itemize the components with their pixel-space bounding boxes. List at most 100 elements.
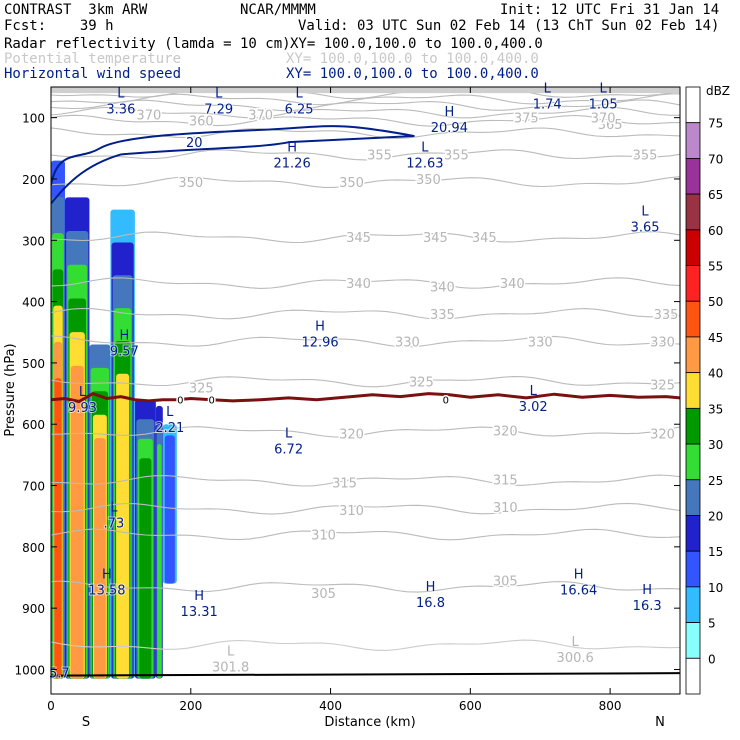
wind-contour-label-0: 20 (186, 136, 203, 151)
theta-label-17: 340 (430, 280, 455, 295)
refl-col4-dbz30 (139, 458, 152, 679)
colorbar: 0 5 10 15 20 25 30 35 40 45 50 55 60 65 70 75 (685, 86, 723, 695)
wind-extremum-type-11: L (79, 385, 87, 400)
theta-line-16 (51, 528, 680, 541)
wind-extremum-value-20: 16.3 (633, 599, 662, 614)
wind-extremum-value-10: 9.57 (110, 345, 139, 360)
theta-label-27: 320 (493, 424, 518, 439)
refl-col3-dbz35 (116, 373, 130, 679)
wind-extremum-value-15: .73 (104, 516, 125, 531)
y-tick-label-4: 500 (22, 357, 45, 371)
wind-extremum-type-13: L (166, 405, 174, 420)
upper-theta-band (51, 87, 680, 94)
plot-frame (50, 86, 681, 695)
theta-extremum-type-0: L (227, 644, 235, 659)
axes: 0 200 400 600 800100200300400500600700800900… (14, 86, 681, 713)
wind-extremum-type-0: L (117, 86, 125, 101)
colorbar-bin-16 (685, 657, 701, 695)
theta-label-4: 355 (444, 148, 469, 163)
x-tick-label-2: 400 (319, 699, 342, 713)
wind-extremum-value-8: 3.65 (631, 221, 660, 236)
theta-label-11: 360 (189, 115, 214, 130)
x-tick-label-4: 800 (599, 699, 622, 713)
field-wind: Horizontal wind speed (4, 66, 182, 82)
x-tick-label-0: 0 (47, 699, 55, 713)
south-endpoint: S (82, 715, 90, 730)
colorbar-level-25: 25 (708, 474, 723, 488)
y-tick-label-8: 900 (22, 602, 45, 616)
theta-label-25: 325 (189, 381, 214, 396)
theta-line-12 (51, 376, 680, 388)
refl-col5-dbz25 (157, 444, 162, 679)
colorbar-level-10: 10 (708, 581, 723, 595)
wind-extremum-type-6: H (287, 140, 297, 155)
wind-extremum-type-3: L (544, 81, 552, 96)
colorbar-bin-10 (685, 443, 701, 481)
theta-label-30: 315 (493, 473, 518, 488)
field-reflectivity: Radar reflectivity (lamda = 10 cm) (4, 36, 291, 52)
surface-line (51, 672, 680, 677)
wind-extremum-type-4: L (599, 81, 607, 96)
colorbar-bin-1 (685, 122, 701, 159)
theta-label-34: 305 (311, 587, 336, 602)
wind-extremum-type-14: L (285, 427, 293, 442)
wind-extremum-type-20: H (642, 583, 652, 598)
theta-line-14 (51, 474, 680, 487)
theta-line-7 (51, 176, 680, 188)
theta-label-13: 345 (423, 231, 448, 246)
wind-extremum-value-19: 16.64 (560, 584, 597, 599)
colorbar-level-40: 40 (708, 367, 723, 381)
theta-line-17 (51, 580, 680, 593)
wind-extremum-value-7: 12.63 (406, 156, 443, 171)
theta-label-18: 335 (430, 308, 455, 323)
wind-extremum-type-15: L (110, 500, 118, 515)
refl-col6-dbz10 (164, 435, 175, 584)
theta-label-20: 330 (395, 335, 420, 350)
wind-extremum-value-11: 9.93 (68, 401, 97, 416)
theta-extremum-type-1: L (572, 635, 580, 650)
freezing-level-line (51, 391, 680, 404)
colorbar-bin-9 (685, 407, 701, 445)
y-tick-label-5: 600 (22, 418, 45, 432)
wind-extremum-value-1: 7.29 (204, 102, 233, 117)
refl-col1-dbz40 (70, 365, 84, 679)
theta-label-28: 320 (650, 427, 675, 442)
wind-extremum-value-18: 16.8 (416, 596, 445, 611)
wind-contour-20 (51, 125, 415, 205)
freezing-level-label-0: 0 (177, 396, 183, 407)
colorbar-level-0: 0 (708, 652, 716, 666)
x-tick-label-3: 600 (459, 699, 482, 713)
theta-line-6 (51, 149, 680, 161)
theta-label-21: 330 (528, 335, 553, 350)
refl-col2-dbz40 (94, 438, 106, 679)
y-tick-label-0: 100 (22, 112, 45, 126)
theta-label-14: 345 (472, 231, 497, 246)
freezing-level-label-2: 0 (443, 396, 449, 407)
wind-extremum-type-2: L (295, 86, 303, 101)
x-axis-label: Distance (km) (324, 715, 415, 730)
theta-label-16: 340 (500, 277, 525, 292)
theta-label-0: 350 (178, 176, 203, 191)
colorbar-level-15: 15 (708, 545, 723, 559)
xy-theta: XY= 100.0,100.0 to 100.0,400.0 (286, 51, 539, 67)
colorbar-level-35: 35 (708, 402, 723, 416)
theta-extremum-value-1: 300.6 (557, 651, 594, 666)
theta-label-35: 305 (493, 575, 518, 590)
colorbar-bin-13 (685, 550, 701, 588)
init-time: Init: 12 UTC Fri 31 Jan 14 (500, 2, 720, 18)
theta-line-9 (51, 277, 680, 289)
wind-contours (51, 87, 680, 677)
colorbar-unit: dBZ (706, 84, 730, 98)
colorbar-bin-14 (685, 586, 701, 623)
theta-label-2: 350 (416, 173, 441, 188)
center-label: NCAR/MMMM (240, 2, 316, 18)
wind-extremum-value-17: 13.31 (181, 605, 218, 620)
wind-extremum-type-18: H (426, 580, 436, 595)
refl-col0-dbz45 (54, 378, 62, 679)
wind-extremum-value-9: 12.96 (301, 335, 338, 350)
wind-extremum-value-4: 1.05 (589, 97, 618, 112)
colorbar-level-50: 50 (708, 295, 723, 309)
y-tick-label-9: 1000 (14, 663, 45, 677)
